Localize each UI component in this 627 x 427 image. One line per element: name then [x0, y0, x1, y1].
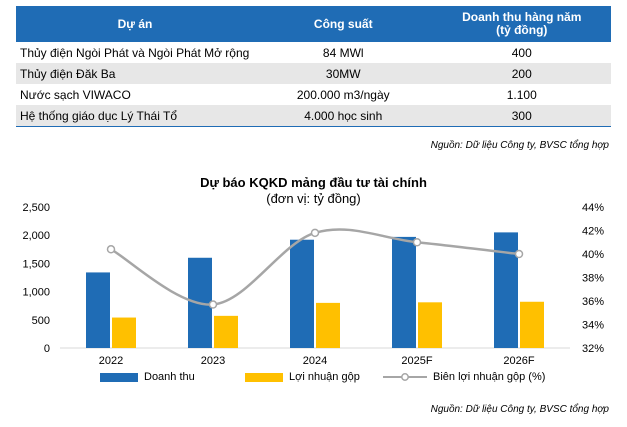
- table-cell: Hệ thống giáo dục Lý Thái Tổ: [16, 105, 254, 127]
- x-tick-label: 2025F: [401, 355, 432, 367]
- x-tick-label: 2022: [99, 355, 123, 367]
- x-tick-label: 2024: [303, 355, 327, 367]
- table-source-note: Nguồn: Dữ liệu Công ty, BVSC tổng hợp: [430, 140, 609, 151]
- y-left-tick-label: 2,500: [22, 202, 50, 214]
- table-cell: 30MW: [254, 63, 433, 84]
- table-cell: 200: [432, 63, 611, 84]
- margin-point: [514, 249, 524, 259]
- y-left-tick-label: 500: [32, 315, 50, 327]
- chart-title: Dự báo KQKD mảng đầu tư tài chính: [200, 175, 427, 190]
- chart-subtitle: (đơn vị: tỷ đồng): [266, 191, 361, 206]
- legend-item-revenue: Doanh thu: [100, 371, 195, 383]
- header-capacity: Công suất: [254, 6, 433, 42]
- bar-gross-profit: [418, 302, 442, 348]
- table-cell: Thủy điện Ngòi Phát và Ngòi Phát Mở rộng: [20, 45, 250, 60]
- legend-item-margin: Biên lợi nhuận gộp (%): [383, 371, 545, 383]
- y-right-tick-label: 36%: [582, 296, 604, 308]
- margin-point: [412, 238, 422, 247]
- x-tick-label: 2023: [201, 355, 225, 367]
- bar-gross-profit: [520, 301, 544, 348]
- header-project: Dự án: [16, 6, 254, 42]
- bar-gross-profit: [214, 315, 238, 348]
- legend-swatch-gross-profit: [245, 372, 283, 382]
- y-left-tick-label: 0: [44, 343, 50, 355]
- y-right-tick-label: 42%: [582, 226, 604, 238]
- header-revenue-line1: Doanh thu hàng năm: [462, 10, 582, 24]
- header-revenue-line2: (tỷ đồng): [496, 23, 548, 37]
- bar-revenue: [494, 232, 518, 348]
- bar-gross-profit: [316, 302, 340, 348]
- bar-revenue: [86, 272, 110, 348]
- table-cell: 300: [432, 105, 611, 127]
- y-right-tick-label: 32%: [582, 343, 604, 355]
- y-right-tick-label: 44%: [582, 202, 604, 214]
- bar-revenue: [392, 236, 416, 348]
- y-right-tick-label: 40%: [582, 249, 604, 261]
- y-right-tick-label: 38%: [582, 273, 604, 285]
- table-row: Thủy điện Ngòi Phát và Ngòi Phát Mở rộng…: [16, 42, 611, 63]
- legend-label-margin: Biên lợi nhuận gộp (%): [433, 371, 546, 383]
- table-row: Thủy điện Đăk Ba 30MW 200: [16, 63, 611, 84]
- table-cell: 1.100: [506, 87, 537, 102]
- legend-label-revenue: Doanh thu: [144, 371, 195, 383]
- table-cell: 200.000 m3/ngày: [296, 87, 390, 102]
- table-cell: 4.000 học sinh: [254, 105, 433, 127]
- header-revenue: Doanh thu hàng năm (tỷ đồng): [432, 6, 611, 42]
- table-row: Hệ thống giáo dục Lý Thái Tổ 4.000 học s…: [16, 105, 611, 127]
- table-header-row: Dự án Công suất Doanh thu hàng năm (tỷ đồ…: [16, 6, 611, 42]
- bar-gross-profit: [112, 317, 136, 348]
- legend-swatch-margin: [383, 373, 427, 381]
- table-cell: 84 MWl: [322, 45, 364, 60]
- x-tick-label: 2026F: [503, 355, 534, 367]
- y-right-tick-label: 34%: [582, 320, 604, 332]
- table-cell: 400: [511, 45, 532, 60]
- table-row: Nước sạch VIWACO 200.000 m3/ngày 1.100: [16, 84, 611, 105]
- legend-item-gross-profit: Lợi nhuận gộp: [245, 371, 360, 383]
- y-left-tick-label: 2,000: [22, 230, 50, 242]
- margin-point: [208, 300, 218, 309]
- margin-point: [106, 245, 116, 254]
- y-left-tick-label: 1,500: [22, 258, 50, 270]
- bar-revenue: [290, 239, 314, 348]
- project-table: Dự án Công suất Doanh thu hàng năm (tỷ đồ…: [16, 6, 611, 127]
- table-cell: Thủy điện Đăk Ba: [16, 63, 254, 84]
- margin-line: [110, 228, 520, 306]
- margin-point: [310, 228, 320, 238]
- y-left-tick-label: 1,000: [22, 287, 50, 299]
- chart-source-note: Nguồn: Dữ liệu Công ty, BVSC tổng hợp: [430, 404, 609, 415]
- legend-swatch-revenue: [100, 372, 138, 382]
- table-cell: Nước sạch VIWACO: [20, 87, 131, 102]
- legend-label-gross-profit: Lợi nhuận gộp: [289, 371, 360, 383]
